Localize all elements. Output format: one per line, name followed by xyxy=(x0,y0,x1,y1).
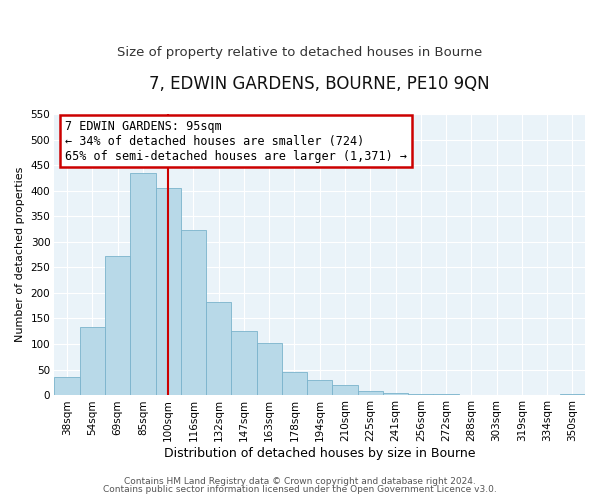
Text: Contains HM Land Registry data © Crown copyright and database right 2024.: Contains HM Land Registry data © Crown c… xyxy=(124,477,476,486)
Bar xyxy=(458,394,484,395)
Bar xyxy=(55,378,80,395)
Bar xyxy=(130,173,155,395)
Y-axis label: Number of detached properties: Number of detached properties xyxy=(15,167,25,342)
Bar xyxy=(332,385,358,395)
Bar xyxy=(80,327,105,395)
Bar xyxy=(257,342,282,395)
Title: 7, EDWIN GARDENS, BOURNE, PE10 9QN: 7, EDWIN GARDENS, BOURNE, PE10 9QN xyxy=(149,75,490,93)
Bar xyxy=(155,188,181,395)
Bar xyxy=(232,332,257,395)
Bar xyxy=(560,394,585,395)
Bar xyxy=(383,392,408,395)
Bar xyxy=(105,256,130,395)
Text: Size of property relative to detached houses in Bourne: Size of property relative to detached ho… xyxy=(118,46,482,59)
Bar xyxy=(282,372,307,395)
Bar xyxy=(181,230,206,395)
Bar xyxy=(433,394,458,395)
X-axis label: Distribution of detached houses by size in Bourne: Distribution of detached houses by size … xyxy=(164,447,475,460)
Bar xyxy=(307,380,332,395)
Bar xyxy=(509,394,535,395)
Text: 7 EDWIN GARDENS: 95sqm
← 34% of detached houses are smaller (724)
65% of semi-de: 7 EDWIN GARDENS: 95sqm ← 34% of detached… xyxy=(65,120,407,162)
Bar xyxy=(484,394,509,395)
Bar xyxy=(408,394,433,395)
Bar xyxy=(358,391,383,395)
Bar xyxy=(206,302,232,395)
Bar xyxy=(535,394,560,395)
Text: Contains public sector information licensed under the Open Government Licence v3: Contains public sector information licen… xyxy=(103,484,497,494)
